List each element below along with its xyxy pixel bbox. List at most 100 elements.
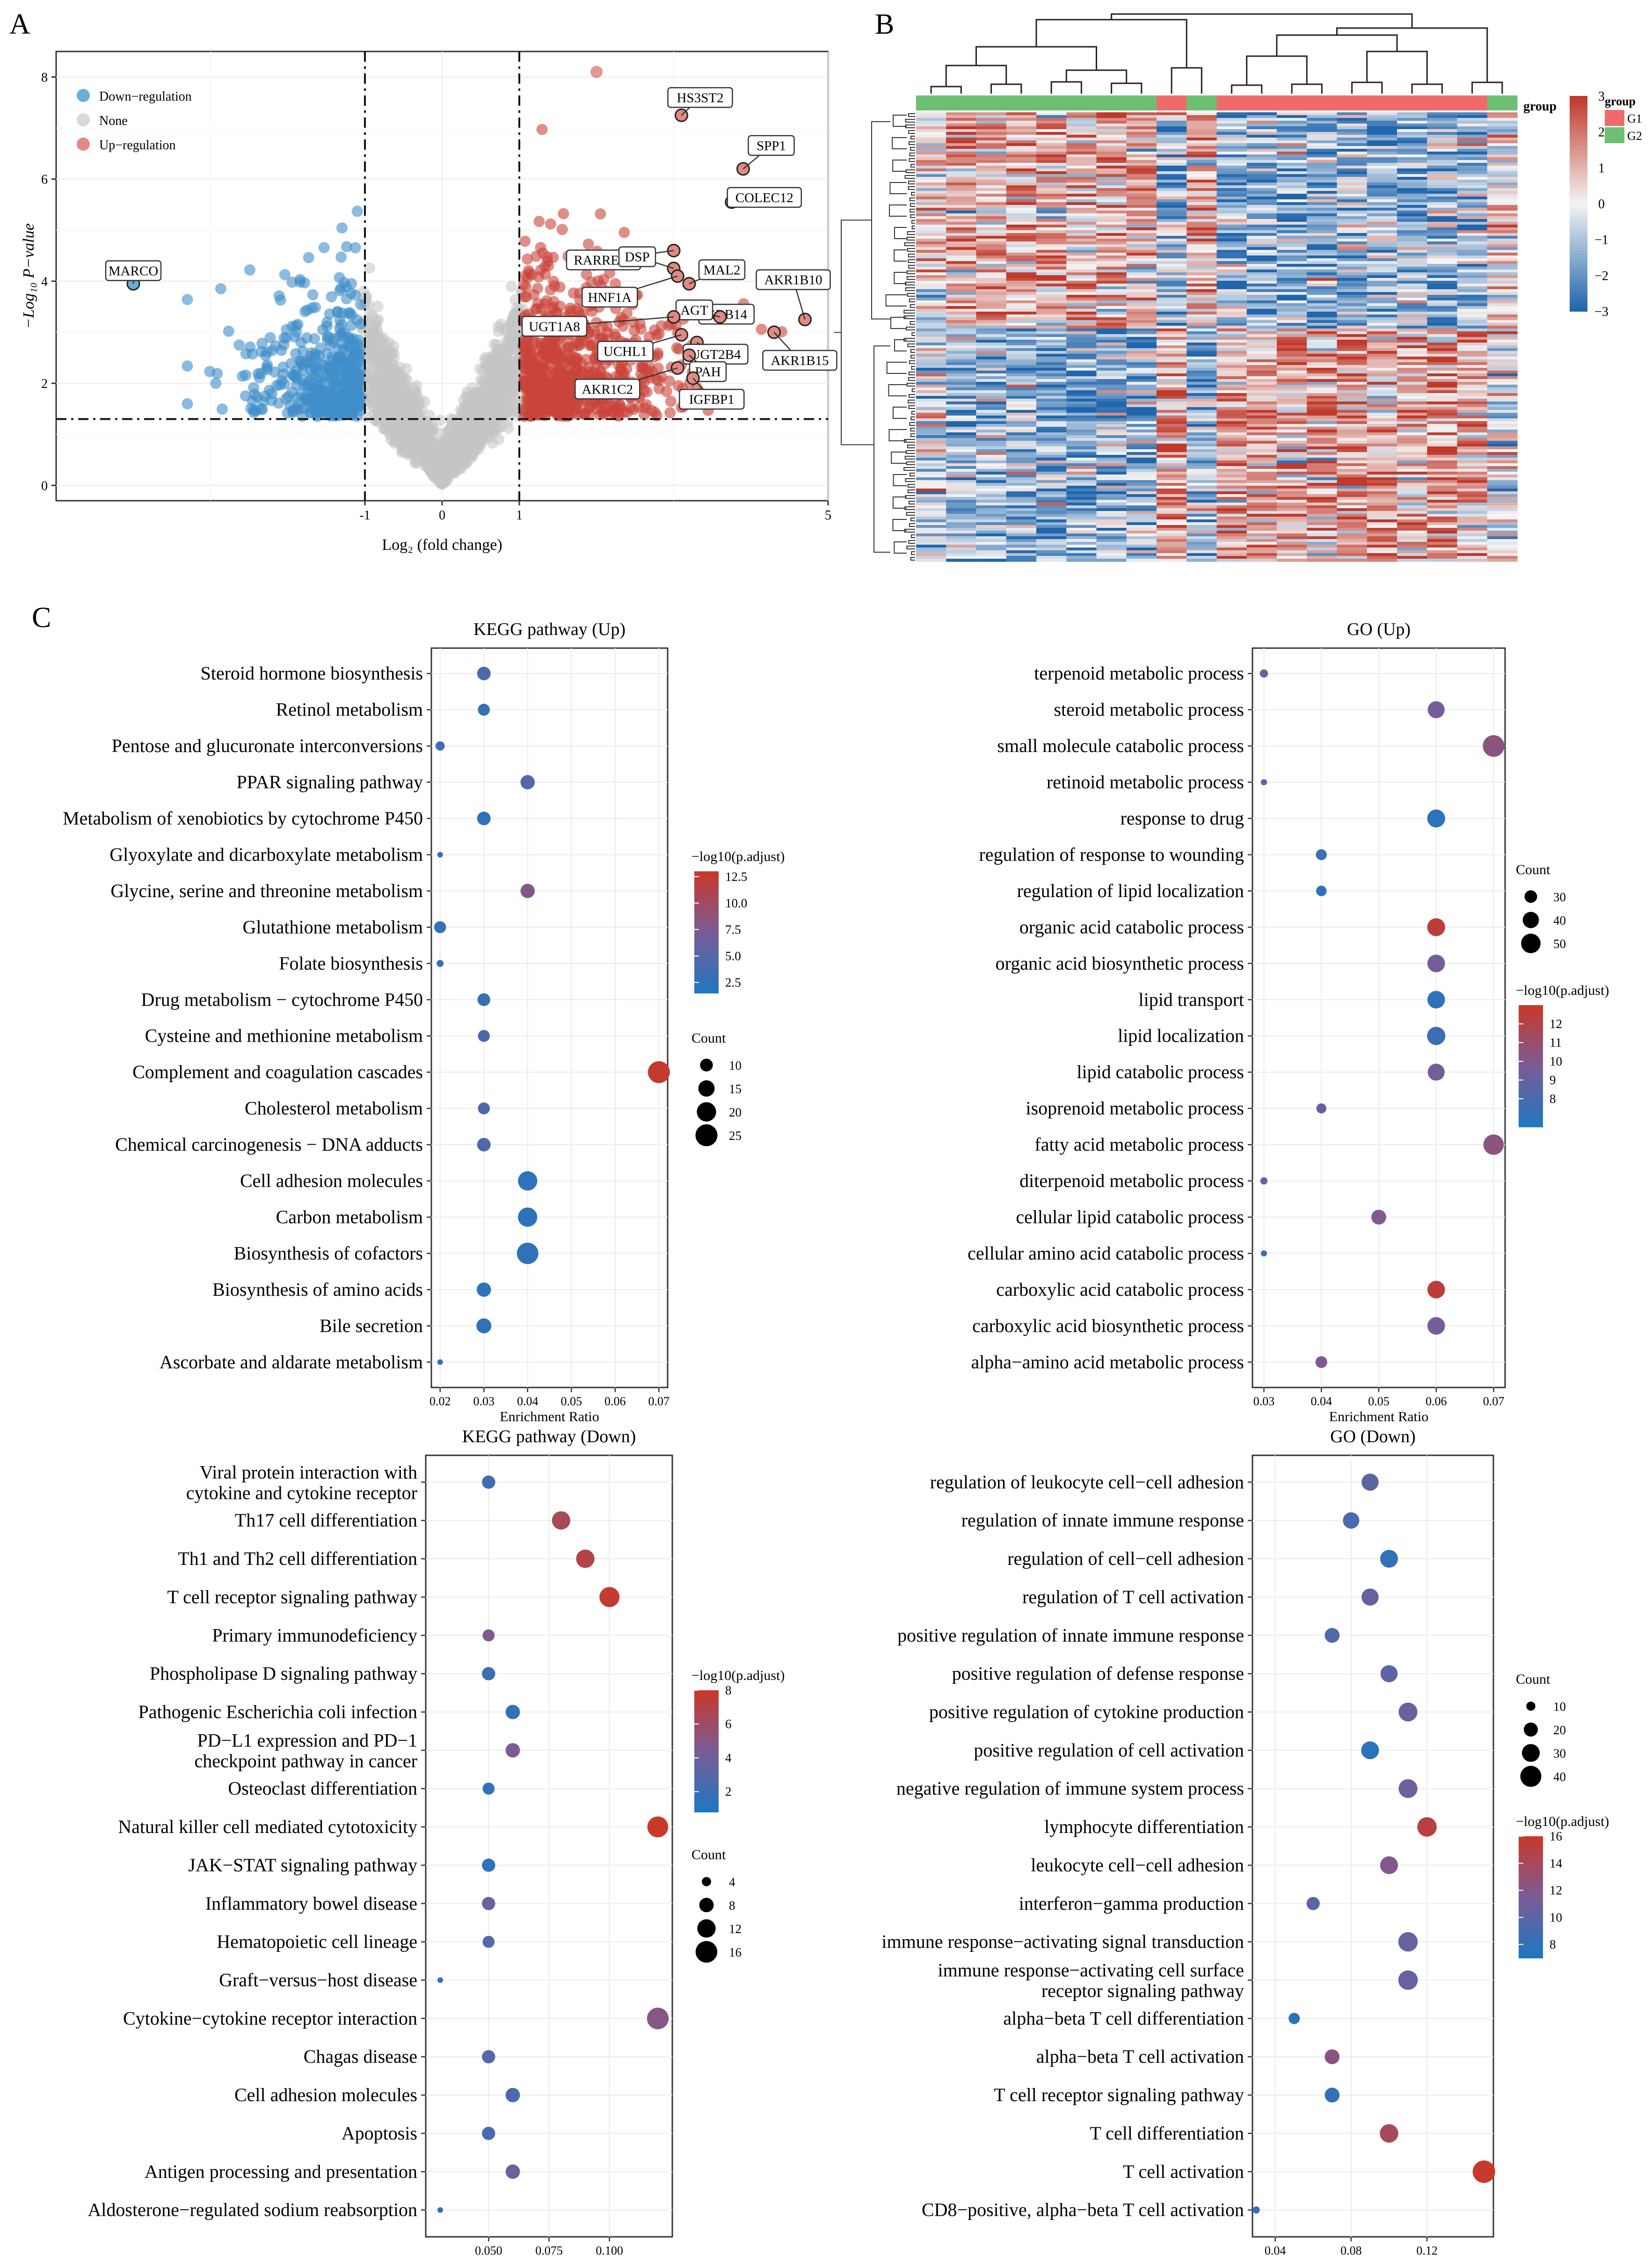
heatmap-cell <box>1096 309 1127 312</box>
heatmap-cell <box>1216 194 1247 197</box>
heatmap-cell <box>1126 143 1157 146</box>
point-down <box>318 242 330 254</box>
heatmap-cell <box>1126 177 1157 180</box>
heatmap-cell <box>1036 270 1067 273</box>
heatmap-cell <box>1427 194 1458 197</box>
point-up <box>582 238 594 250</box>
heatmap-cell <box>1397 261 1427 264</box>
heatmap-cell <box>1216 256 1247 259</box>
heatmap-cell <box>1487 191 1518 194</box>
heatmap-cell <box>1036 289 1067 292</box>
heatmap-cell <box>1216 124 1247 127</box>
point-up <box>664 407 676 418</box>
heatmap-cell <box>1126 168 1157 172</box>
point-up <box>756 323 767 335</box>
heatmap-cell <box>1216 126 1247 130</box>
heatmap-cell <box>1367 140 1397 144</box>
heatmap-cell <box>1006 298 1037 301</box>
heatmap-cell <box>1216 160 1247 163</box>
heatmap-cell <box>1006 227 1037 231</box>
heatmap-cell <box>1066 278 1097 281</box>
point-down <box>264 332 276 343</box>
legend-marker <box>77 138 90 151</box>
point-up <box>524 343 536 354</box>
heatmap-cell <box>946 256 977 259</box>
heatmap-cell <box>1186 258 1217 262</box>
heatmap-cell <box>946 205 977 208</box>
heatmap-cell <box>1036 256 1067 259</box>
heatmap-cell <box>1186 267 1217 270</box>
point-none <box>407 394 419 406</box>
heatmap-cell <box>1277 118 1307 121</box>
heatmap-cell <box>1307 292 1338 295</box>
heatmap-cell <box>1006 261 1037 264</box>
heatmap-cell <box>1277 239 1307 242</box>
point-up <box>618 366 629 378</box>
heatmap-cell <box>1427 183 1458 186</box>
heatmap-cell <box>1487 216 1518 219</box>
heatmap-cell <box>1337 211 1368 214</box>
heatmap-cell <box>1367 191 1397 194</box>
heatmap-cell <box>1216 177 1247 180</box>
heatmap-cell <box>1246 278 1277 281</box>
heatmap-cell <box>1216 197 1247 200</box>
heatmap-cell <box>1186 129 1217 132</box>
heatmap-cell <box>1487 163 1518 166</box>
heatmap-cell <box>1457 135 1488 138</box>
heatmap-cell <box>916 124 946 127</box>
heatmap-cell <box>1397 213 1427 217</box>
heatmap-cell <box>946 191 977 194</box>
heatmap-cell <box>916 197 946 200</box>
heatmap-cell <box>946 135 977 138</box>
panel-letter-c: C <box>32 602 51 634</box>
point-none <box>372 368 384 380</box>
heatmap-cell <box>916 320 946 323</box>
heatmap-cell <box>1277 275 1307 278</box>
heatmap-cell <box>1367 177 1397 180</box>
heatmap-cell <box>1066 135 1097 138</box>
heatmap-cell <box>1157 194 1187 197</box>
heatmap-cell <box>1186 284 1217 287</box>
heatmap-cell <box>1487 236 1518 239</box>
heatmap-cell <box>1367 241 1397 245</box>
heatmap-cell <box>1457 284 1488 287</box>
heatmap-cell <box>1457 168 1488 172</box>
heatmap-cell <box>1036 202 1067 205</box>
heatmap-cell <box>1487 264 1518 267</box>
heatmap-cell <box>1307 272 1338 276</box>
point-down <box>275 294 286 306</box>
heatmap-cell <box>1487 225 1518 228</box>
heatmap-cell <box>1427 166 1458 169</box>
heatmap-cell <box>1036 233 1067 236</box>
heatmap-cell <box>1066 300 1097 304</box>
heatmap-cell <box>1066 185 1097 189</box>
heatmap-cell <box>1126 154 1157 158</box>
heatmap-cell <box>1036 239 1067 242</box>
heatmap-cell <box>1337 286 1368 290</box>
heatmap-cell <box>1126 320 1157 323</box>
heatmap-cell <box>1457 320 1488 323</box>
heatmap-cell <box>1096 146 1127 149</box>
heatmap-cell <box>1216 115 1247 118</box>
heatmap-cell <box>946 219 977 222</box>
heatmap-cell <box>1036 247 1067 250</box>
heatmap-cell <box>1216 300 1247 304</box>
heatmap-cell <box>1126 121 1157 124</box>
heatmap-cell <box>946 140 977 144</box>
heatmap-cell <box>1096 124 1127 127</box>
heatmap-cell <box>946 211 977 214</box>
heatmap-cell <box>1157 140 1187 144</box>
point-none <box>370 337 381 349</box>
heatmap-cell <box>1096 225 1127 228</box>
point-down <box>182 398 193 409</box>
heatmap-cell <box>1246 286 1277 290</box>
heatmap-cell <box>1457 188 1488 191</box>
heatmap-cell <box>946 166 977 169</box>
heatmap-cell <box>1126 281 1157 284</box>
heatmap-cell <box>1006 250 1037 253</box>
heatmap-cell <box>1277 253 1307 256</box>
heatmap-cell <box>1427 174 1458 177</box>
heatmap-cell <box>916 149 946 152</box>
heatmap-cell <box>1457 258 1488 262</box>
heatmap-cell <box>1096 174 1127 177</box>
